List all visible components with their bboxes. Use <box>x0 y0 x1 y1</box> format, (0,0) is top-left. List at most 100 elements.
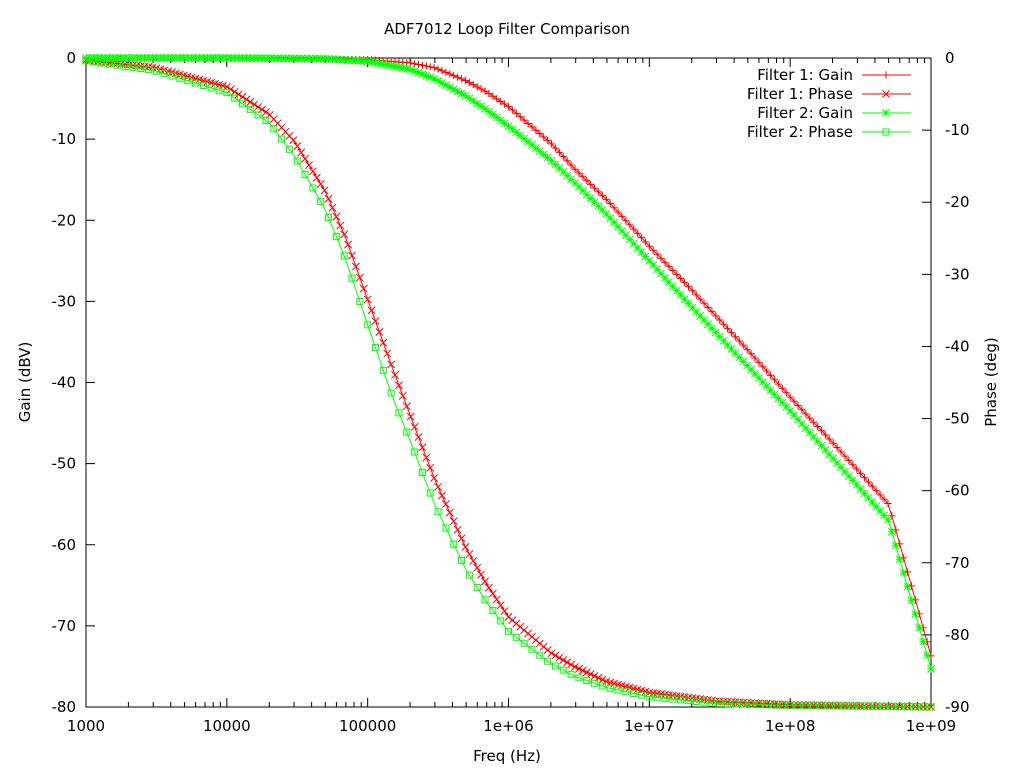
point-marker <box>477 102 486 111</box>
point-marker <box>278 135 286 143</box>
point-marker <box>238 93 247 101</box>
point-marker <box>575 169 583 177</box>
point-marker <box>379 366 387 374</box>
point-marker <box>645 256 654 265</box>
point-marker <box>398 64 407 72</box>
point-marker <box>887 527 896 536</box>
point-marker <box>246 54 255 63</box>
point-marker <box>528 123 536 131</box>
x-tick-label: 100000 <box>339 717 396 735</box>
point-marker <box>492 595 501 604</box>
point-marker <box>250 100 259 109</box>
point-marker <box>406 412 415 421</box>
point-marker <box>128 54 137 62</box>
point-marker <box>301 154 310 163</box>
point-marker <box>809 432 818 441</box>
point-marker <box>825 450 834 459</box>
point-marker <box>395 381 403 390</box>
point-marker <box>825 702 833 710</box>
point-marker <box>723 340 732 349</box>
point-marker <box>293 142 302 151</box>
point-marker <box>884 515 892 524</box>
point-marker <box>911 703 919 711</box>
point-marker <box>355 56 364 65</box>
point-marker <box>473 99 482 108</box>
point-marker <box>790 411 799 420</box>
point-marker <box>864 493 873 502</box>
point-marker <box>578 186 587 195</box>
point-marker <box>493 95 501 103</box>
point-marker <box>567 175 576 184</box>
point-marker <box>602 195 610 203</box>
y-tick-label: -50 <box>52 455 77 473</box>
point-marker <box>891 541 900 550</box>
y2-tick-label: -10 <box>945 121 970 139</box>
point-marker <box>497 97 505 106</box>
point-marker <box>622 688 630 696</box>
point-marker <box>195 54 204 62</box>
point-marker <box>911 610 920 619</box>
point-marker <box>559 168 568 176</box>
point-marker <box>649 246 657 254</box>
point-marker <box>340 55 349 64</box>
point-marker <box>289 54 298 63</box>
point-marker <box>849 702 857 710</box>
point-marker <box>840 467 849 476</box>
point-marker <box>418 469 426 477</box>
point-marker <box>633 244 642 252</box>
point-marker <box>711 328 720 337</box>
series-1 <box>82 54 935 660</box>
point-marker <box>520 134 529 143</box>
point-marker <box>618 212 626 220</box>
point-marker <box>430 74 439 83</box>
point-marker <box>653 694 661 702</box>
point-marker <box>375 328 384 336</box>
point-marker <box>496 116 505 125</box>
point-marker <box>907 582 916 590</box>
point-marker <box>379 60 388 69</box>
point-marker <box>426 489 434 497</box>
point-marker <box>454 73 462 81</box>
point-marker <box>457 534 466 543</box>
point-marker <box>786 393 794 401</box>
y-tick-label: -10 <box>52 130 77 148</box>
point-marker <box>281 54 290 63</box>
point-marker <box>516 131 525 140</box>
point-marker <box>590 198 599 207</box>
point-marker <box>223 89 231 97</box>
point-marker <box>896 703 904 711</box>
y2-tick-label: -40 <box>945 337 970 355</box>
point-marker <box>297 54 306 63</box>
point-marker <box>305 54 313 63</box>
point-marker <box>332 212 341 221</box>
point-marker <box>461 91 470 100</box>
point-marker <box>882 71 890 79</box>
point-marker <box>719 336 728 345</box>
point-marker <box>805 428 814 437</box>
point-marker <box>755 358 763 366</box>
point-marker <box>563 157 571 165</box>
point-marker <box>798 406 806 414</box>
point-marker <box>473 83 481 91</box>
point-marker <box>630 689 638 697</box>
point-marker <box>481 596 489 604</box>
point-marker <box>395 63 403 72</box>
point-marker <box>301 170 309 178</box>
point-marker <box>735 353 744 362</box>
point-marker <box>882 90 890 98</box>
point-marker <box>383 61 392 69</box>
point-marker <box>226 85 235 94</box>
point-marker <box>591 679 599 687</box>
point-marker <box>782 402 791 411</box>
point-marker <box>465 94 474 103</box>
point-marker <box>148 54 157 62</box>
point-marker <box>707 324 716 333</box>
point-marker <box>441 81 450 90</box>
legend-label: Filter 1: Phase <box>747 85 853 103</box>
point-marker <box>156 54 165 62</box>
point-marker <box>586 670 595 679</box>
point-marker <box>852 480 861 489</box>
point-marker <box>258 54 266 63</box>
point-marker <box>763 367 771 375</box>
point-marker <box>465 78 473 87</box>
